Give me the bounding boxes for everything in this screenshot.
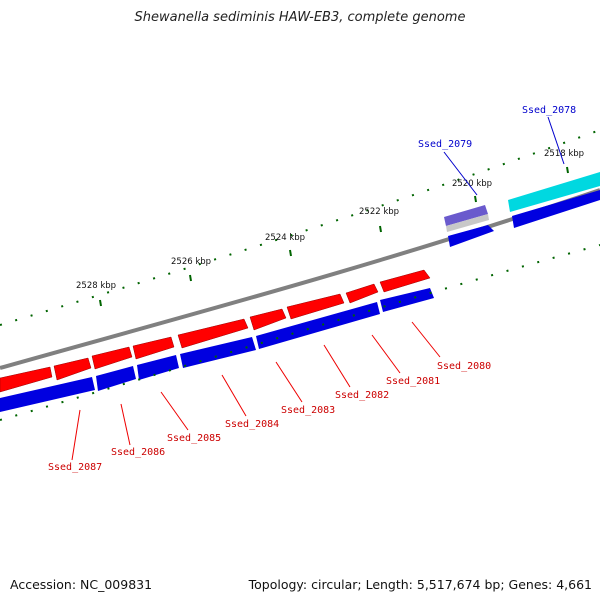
- gene-label-ssed-2083: Ssed_2083: [281, 405, 335, 416]
- scale-label-2518: 2518 kbp: [544, 149, 584, 159]
- blue-gene-track: [0, 288, 434, 412]
- gene-label-ssed-2081: Ssed_2081: [386, 376, 440, 387]
- gene-label-ssed-2087: Ssed_2087: [48, 462, 102, 473]
- inner-tick-ring: [0, 244, 600, 421]
- map-title: Shewanella sediminis HAW-EB3, complete g…: [134, 10, 466, 25]
- outer-tick-ring: [0, 129, 600, 326]
- feature-ssed-2078: [508, 172, 600, 212]
- gene-label-ssed-2078: Ssed_2078: [522, 105, 576, 116]
- scale-label-2528: 2528 kbp: [76, 281, 116, 291]
- gene-label-ssed-2079: Ssed_2079: [418, 139, 472, 150]
- genome-backbone: [0, 188, 600, 370]
- outer-major-ticks: [99, 166, 569, 307]
- gene-label-ssed-2080: Ssed_2080: [437, 361, 491, 372]
- gene-label-ssed-2086: Ssed_2086: [111, 447, 165, 458]
- gene-label-ssed-2082: Ssed_2082: [335, 390, 389, 401]
- accession-text: Accession: NC_009831: [10, 577, 153, 592]
- scale-label-2526: 2526 kbp: [171, 257, 211, 267]
- feature-ssed-2078-strand: [512, 190, 600, 228]
- scale-label-2520: 2520 kbp: [452, 179, 492, 189]
- blue-leader-lines: [443, 116, 565, 196]
- feature-ssed-2079-strand: [448, 225, 494, 247]
- genome-summary-text: Topology: circular; Length: 5,517,674 bp…: [248, 577, 592, 592]
- red-leader-lines: [71, 321, 441, 461]
- gene-label-ssed-2085: Ssed_2085: [167, 433, 221, 444]
- scale-label-2524: 2524 kbp: [265, 233, 305, 243]
- gene-label-ssed-2084: Ssed_2084: [225, 419, 279, 430]
- feature-ssed-2079: [444, 205, 488, 226]
- scale-label-2522: 2522 kbp: [359, 207, 399, 217]
- red-gene-track: [0, 269, 431, 393]
- feature-ssed-2079-shade: [446, 214, 489, 232]
